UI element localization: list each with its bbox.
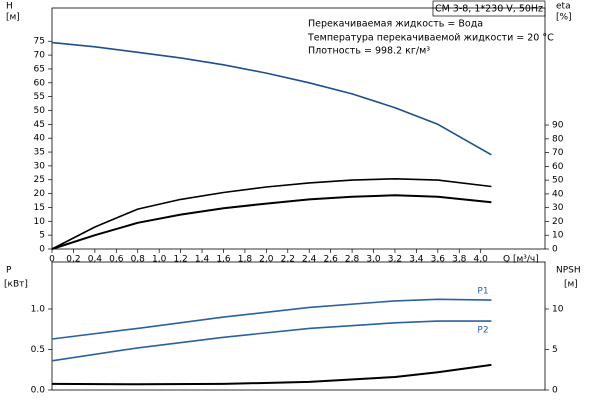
curve-label: P1 xyxy=(477,287,488,297)
x-tick-label: 0,2 xyxy=(66,255,80,265)
x-tick-label: 3,4 xyxy=(409,255,424,265)
axis-label: [м] xyxy=(6,13,20,23)
y-tick-label: 50 xyxy=(34,106,46,116)
curve xyxy=(51,41,492,156)
axis-label: [м] xyxy=(564,280,578,290)
x-tick-label: 0,6 xyxy=(109,255,124,265)
y-tick-label: 0.5 xyxy=(31,345,45,355)
annotation: Плотность = 998.2 кг/м³ xyxy=(308,46,430,57)
x-tick-label: 2,8 xyxy=(345,255,360,265)
x-tick-label: 1,8 xyxy=(238,255,253,265)
axis-label: [%] xyxy=(556,13,572,23)
y2-tick-label: 0 xyxy=(552,386,558,396)
y2-tick-label: 0 xyxy=(552,245,558,255)
y-tick-label: 35 xyxy=(34,148,45,158)
y-tick-label: 25 xyxy=(34,175,45,185)
curve xyxy=(51,194,492,250)
y2-tick-label: 60 xyxy=(552,162,564,172)
x-tick-label: 1,0 xyxy=(152,255,167,265)
y2-tick-label: 20 xyxy=(552,217,564,227)
y2-tick-label: 80 xyxy=(552,134,564,144)
y-tick-label: 0 xyxy=(39,245,45,255)
x-tick-label: 0,4 xyxy=(88,255,103,265)
x-tick-label: 1,4 xyxy=(195,255,210,265)
y2-tick-label: 70 xyxy=(552,148,564,158)
y2-tick-label: 5 xyxy=(552,345,558,355)
x-tick-label: 2,4 xyxy=(302,255,317,265)
x-tick-label: 3,8 xyxy=(452,255,467,265)
x-tick-label: 1,6 xyxy=(216,255,231,265)
y-tick-label: 1.0 xyxy=(31,304,46,314)
axis-label: eta xyxy=(556,2,571,12)
x-tick-label: 1,2 xyxy=(173,255,187,265)
y-tick-label: 10 xyxy=(34,217,46,227)
y-tick-label: 65 xyxy=(34,64,45,74)
y2-tick-label: 10 xyxy=(552,304,564,314)
x-tick-label: 2,6 xyxy=(323,255,338,265)
y2-tick-label: 40 xyxy=(552,189,564,199)
plot-frame xyxy=(51,7,546,250)
curve xyxy=(51,178,492,250)
y-tick-label: 75 xyxy=(34,37,45,47)
axis-label: P xyxy=(6,266,12,276)
plot-frame xyxy=(51,261,546,391)
y2-tick-label: 90 xyxy=(552,121,564,131)
y-tick-label: 40 xyxy=(34,134,46,144)
curve xyxy=(51,363,492,386)
y-tick-label: 70 xyxy=(34,51,46,61)
y-tick-label: 30 xyxy=(34,161,46,171)
x-tick-label: 2,2 xyxy=(281,255,295,265)
curve-label: P2 xyxy=(477,326,488,336)
y-tick-label: 60 xyxy=(34,78,46,88)
y-tick-label: 0.0 xyxy=(31,386,46,396)
x-tick-label: 2,0 xyxy=(259,255,274,265)
curve xyxy=(51,320,492,362)
x-tick-label: 0 xyxy=(49,255,55,265)
axis-label: H xyxy=(6,2,13,12)
y-tick-label: 45 xyxy=(34,120,45,130)
y-tick-label: 20 xyxy=(34,189,46,199)
x-tick-label: 0,8 xyxy=(131,255,146,265)
annotation: Перекачиваемая жидкость = Вода xyxy=(308,19,483,30)
y-tick-label: 55 xyxy=(34,92,45,102)
chart-title: CM 3-8, 1*230 V, 50Hz xyxy=(435,4,543,15)
x-tick-label: 3,2 xyxy=(388,255,402,265)
y2-tick-label: 10 xyxy=(552,231,564,241)
x-tick-label: 3,6 xyxy=(431,255,446,265)
y2-tick-label: 30 xyxy=(552,203,564,213)
y-tick-label: 5 xyxy=(39,231,45,241)
y2-tick-label: 50 xyxy=(552,176,564,186)
x-tick-label: 3,0 xyxy=(366,255,381,265)
annotation: Температура перекачиваемой жидкости = 20… xyxy=(307,33,554,44)
x-axis-label: Q [м³/ч] xyxy=(503,255,539,265)
x-tick-label: 4,0 xyxy=(474,255,489,265)
y-tick-label: 15 xyxy=(34,203,45,213)
curve xyxy=(51,298,492,340)
axis-label: NPSH xyxy=(556,266,581,276)
axis-label: [кВт] xyxy=(4,280,28,290)
